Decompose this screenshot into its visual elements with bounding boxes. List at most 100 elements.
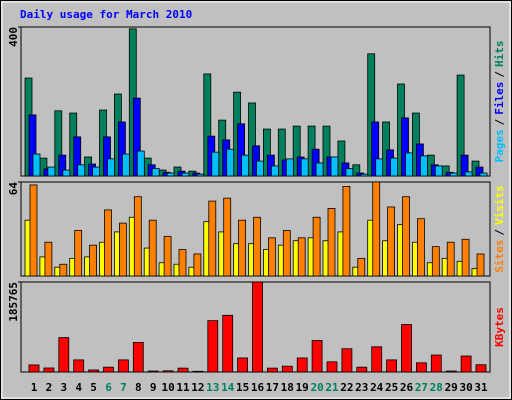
- y-tick-label: 400: [7, 27, 20, 47]
- bar: [456, 74, 465, 177]
- bar: [32, 153, 41, 177]
- x-tick-label: 14: [221, 381, 235, 394]
- bar: [122, 153, 130, 177]
- bar: [434, 165, 443, 177]
- bar: [285, 158, 294, 177]
- x-tick-label: 15: [236, 381, 249, 394]
- bar: [475, 166, 484, 177]
- bar: [44, 241, 53, 277]
- bar: [226, 148, 235, 177]
- bar: [196, 173, 205, 177]
- bar: [118, 359, 129, 373]
- bar: [73, 359, 85, 373]
- bar: [162, 370, 174, 373]
- bar: [315, 162, 324, 177]
- bar: [326, 361, 338, 373]
- bar: [253, 216, 261, 277]
- bar: [445, 370, 457, 373]
- x-tick-label: 8: [135, 381, 142, 394]
- bar: [266, 367, 278, 373]
- bar: [103, 366, 114, 373]
- x-tick-label: 12: [191, 381, 204, 394]
- x-tick-label: 13: [206, 381, 219, 394]
- bar: [132, 342, 144, 373]
- bar: [390, 157, 399, 177]
- bar: [192, 370, 204, 373]
- bar: [312, 216, 321, 277]
- bar: [103, 136, 111, 177]
- bar: [203, 73, 212, 177]
- bar: [292, 125, 301, 177]
- bar: [330, 156, 339, 177]
- bar: [241, 154, 250, 177]
- bar: [178, 249, 187, 277]
- bar: [43, 367, 55, 373]
- bar: [297, 237, 306, 277]
- bar: [73, 136, 82, 177]
- bar: [460, 154, 469, 177]
- bar: [386, 359, 398, 373]
- x-tick-label: 16: [251, 381, 265, 394]
- x-tick-label: 6: [105, 381, 112, 394]
- x-tick-label: 3: [60, 381, 67, 394]
- bar: [356, 366, 368, 373]
- x-tick-label: 1: [31, 381, 38, 394]
- bar: [151, 168, 160, 177]
- chart-title: Daily usage for March 2010: [20, 8, 192, 21]
- bar: [208, 200, 217, 277]
- bar: [223, 197, 232, 277]
- bar: [166, 172, 175, 177]
- bar: [29, 184, 38, 277]
- x-tick-label: 9: [150, 381, 157, 394]
- bar: [74, 230, 83, 277]
- bar: [92, 166, 100, 177]
- bar: [479, 172, 488, 177]
- legend: Pages / Files / Hits: [493, 41, 506, 163]
- bar: [104, 209, 112, 277]
- legend-entry: Pages: [493, 129, 506, 162]
- bar: [252, 281, 263, 373]
- bar: [387, 206, 396, 277]
- bar: [193, 253, 202, 277]
- bar: [237, 357, 249, 373]
- bar: [147, 370, 159, 373]
- x-tick-label: 21: [325, 381, 339, 394]
- bar: [327, 208, 336, 277]
- x-tick-label: 20: [310, 381, 323, 394]
- x-tick-label: 29: [445, 381, 458, 394]
- bar: [163, 235, 172, 277]
- bar: [277, 128, 286, 177]
- bar: [267, 237, 276, 277]
- x-tick-label: 25: [385, 381, 398, 394]
- bar: [256, 160, 264, 177]
- x-tick-label: 17: [266, 381, 279, 394]
- x-tick-label: 28: [430, 381, 443, 394]
- x-tick-label: 18: [281, 381, 294, 394]
- bar: [248, 102, 256, 177]
- bar: [460, 355, 472, 373]
- bar: [415, 362, 427, 373]
- bar: [311, 340, 323, 373]
- x-tick-label: 24: [370, 381, 384, 394]
- bar: [300, 158, 309, 177]
- bar: [107, 158, 115, 177]
- legend: KBytes: [493, 307, 506, 347]
- bar: [476, 253, 485, 277]
- y-tick-label: 185765: [7, 282, 20, 322]
- bar: [77, 164, 86, 177]
- legend-entry: KBytes: [493, 307, 506, 347]
- bar: [449, 172, 458, 177]
- bar: [401, 324, 412, 373]
- bar: [372, 181, 381, 277]
- y-tick-label: 64: [7, 182, 20, 196]
- x-tick-label: 11: [176, 381, 190, 394]
- legend: Sites / Visits: [493, 185, 506, 273]
- bar: [237, 123, 246, 177]
- bar: [296, 357, 308, 373]
- bar: [270, 165, 279, 177]
- bar: [416, 218, 425, 277]
- bar: [133, 196, 142, 277]
- x-tick-label: 7: [120, 381, 127, 394]
